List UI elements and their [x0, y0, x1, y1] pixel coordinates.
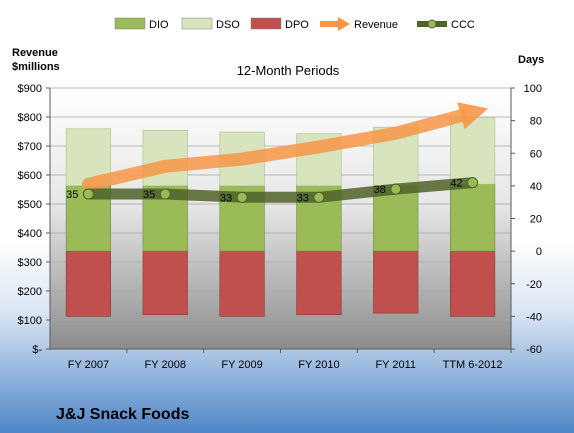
bar-dpo	[296, 250, 342, 316]
ccc-point	[313, 191, 325, 203]
company-name: J&J Snack Foods	[56, 406, 190, 423]
bar-dpo	[450, 250, 496, 317]
category-label: FY 2008	[145, 359, 186, 371]
legend-label-ccc: CCC	[451, 19, 475, 31]
ccc-data-label: 42	[450, 178, 462, 190]
category-label: FY 2010	[298, 359, 339, 371]
ccc-data-label: 33	[297, 192, 309, 204]
plot-area	[50, 88, 511, 349]
right-tick-label: 20	[530, 214, 542, 226]
right-tick-label: 60	[530, 148, 542, 160]
legend-swatch-dio	[114, 17, 146, 30]
legend-label-dso: DSO	[216, 19, 240, 31]
bar-dso	[450, 117, 496, 185]
bar-dpo	[65, 250, 111, 317]
bar-dpo	[142, 250, 188, 316]
left-axis-title-line1: Revenue	[12, 47, 58, 59]
left-tick-label: $500	[18, 199, 42, 211]
left-tick-label: $100	[18, 315, 42, 327]
left-tick-label: $900	[18, 83, 42, 95]
ccc-data-label: 35	[66, 189, 78, 201]
left-tick-label: $400	[18, 228, 42, 240]
right-tick-label: 40	[530, 181, 542, 193]
legend-arrowhead-revenue	[338, 17, 350, 31]
ccc-point	[82, 188, 94, 200]
ccc-data-label: 38	[374, 184, 386, 196]
bar-dio	[373, 185, 419, 252]
revenue-line	[81, 109, 468, 191]
left-tick-label: $-	[32, 344, 42, 356]
ccc-point	[467, 177, 479, 189]
chart-subtitle: 12-Month Periods	[237, 63, 340, 78]
legend-label-dio: DIO	[149, 19, 169, 31]
left-tick-label: $700	[18, 141, 42, 153]
legend-label-revenue: Revenue	[354, 19, 398, 31]
revenue-arrowhead	[457, 102, 489, 130]
left-tick-label: $300	[18, 257, 42, 269]
category-label: FY 2009	[221, 359, 262, 371]
bar-dio	[450, 183, 496, 252]
right-tick-label: -20	[526, 279, 542, 291]
left-axis-title-line2: $millions	[12, 61, 60, 73]
category-label: FY 2007	[68, 359, 109, 371]
ccc-point	[236, 191, 248, 203]
right-tick-label: 0	[536, 246, 542, 258]
ccc-point	[159, 188, 171, 200]
left-tick-label: $200	[18, 286, 42, 298]
left-tick-label: $600	[18, 170, 42, 182]
category-label: FY 2011	[375, 359, 416, 371]
right-tick-label: 100	[524, 83, 542, 95]
bar-dpo	[219, 250, 265, 317]
ccc-line	[82, 177, 479, 203]
category-label: TTM 6-2012	[443, 359, 503, 371]
legend-swatch-dpo	[250, 17, 282, 30]
ccc-data-label: 33	[220, 192, 232, 204]
legend-swatch-dso	[181, 17, 213, 30]
right-tick-label: 80	[530, 116, 542, 128]
bar-dpo	[373, 250, 419, 314]
left-tick-label: $800	[18, 112, 42, 124]
legend-marker-ccc	[427, 19, 437, 29]
right-axis-title: Days	[518, 54, 544, 66]
ccc-data-label: 35	[143, 189, 155, 201]
ccc-point	[390, 183, 402, 195]
right-tick-label: -40	[526, 311, 542, 323]
legend-label-dpo: DPO	[285, 19, 309, 31]
bar-dso	[142, 130, 188, 187]
right-tick-label: -60	[526, 344, 542, 356]
